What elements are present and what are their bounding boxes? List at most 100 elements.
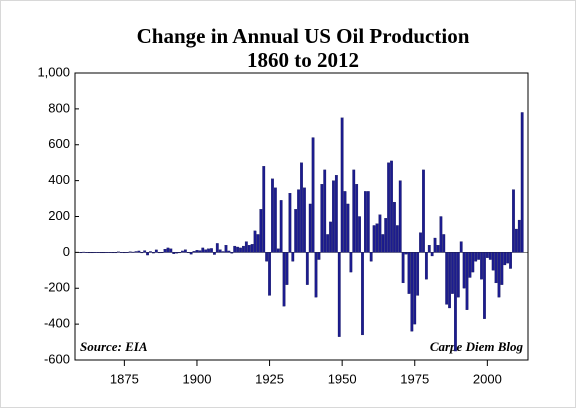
bar	[244, 241, 248, 253]
bar	[195, 250, 199, 253]
bar	[454, 252, 457, 352]
bar	[352, 169, 356, 253]
bar	[329, 221, 332, 253]
bar	[276, 248, 280, 253]
bar	[152, 252, 155, 254]
bar	[233, 245, 237, 253]
bar	[256, 234, 260, 253]
bar	[291, 252, 295, 262]
x-tick-label: 1900	[183, 371, 212, 386]
bar	[186, 252, 190, 254]
bar	[416, 252, 420, 296]
bar	[419, 232, 422, 253]
bar	[410, 252, 414, 332]
bar	[288, 193, 292, 253]
bar	[183, 249, 187, 253]
bar	[413, 252, 417, 325]
bar	[364, 191, 367, 253]
bar	[485, 252, 489, 258]
bar	[93, 252, 97, 253]
bar	[120, 252, 123, 253]
bar	[201, 247, 205, 253]
bar	[488, 252, 492, 260]
source-note: Source: EIA	[80, 339, 148, 354]
bar	[163, 248, 167, 253]
bar	[337, 252, 341, 337]
bar	[442, 234, 446, 253]
bar	[102, 252, 106, 254]
bar	[474, 252, 478, 262]
bar	[143, 250, 147, 253]
bar	[215, 243, 219, 253]
bar	[154, 249, 158, 253]
bar	[378, 214, 382, 253]
bar	[311, 137, 315, 253]
bar	[125, 252, 129, 253]
bar	[497, 252, 501, 298]
bar	[477, 252, 481, 260]
bar	[268, 252, 271, 296]
x-tick-label: 1975	[400, 371, 429, 386]
bar	[393, 201, 396, 253]
bar	[314, 252, 318, 298]
bar	[227, 250, 231, 253]
bar	[82, 251, 86, 253]
bar	[259, 209, 263, 253]
y-tick-label: 600	[48, 136, 70, 151]
bar	[305, 252, 309, 285]
bar	[358, 216, 361, 253]
bar	[247, 245, 251, 253]
bar	[236, 246, 239, 253]
x-tick-label: 1950	[328, 371, 357, 386]
bar	[500, 252, 504, 285]
bar	[520, 112, 524, 253]
bar	[355, 184, 359, 253]
bar	[297, 189, 300, 253]
bar	[491, 252, 495, 271]
bar	[407, 252, 411, 294]
x-tick-label: 2000	[473, 371, 502, 386]
bar	[111, 252, 115, 254]
bar	[317, 252, 321, 260]
bar	[471, 252, 475, 273]
bar	[462, 252, 466, 289]
bar	[375, 223, 379, 253]
chart-title: Change in Annual US Oil Production	[137, 24, 470, 48]
bar	[149, 251, 152, 253]
bar	[204, 249, 208, 253]
bar	[404, 252, 408, 255]
bar	[427, 245, 431, 253]
y-tick-label: -200	[44, 280, 70, 295]
bar	[224, 245, 228, 253]
bar	[192, 251, 196, 253]
bar	[384, 218, 388, 253]
bar	[303, 187, 306, 253]
bar	[294, 209, 298, 253]
bar	[207, 248, 210, 253]
bar	[114, 252, 118, 254]
bar	[221, 251, 225, 253]
bar	[279, 200, 283, 253]
y-tick-label: 800	[48, 100, 70, 115]
bar	[459, 241, 463, 253]
bar	[146, 252, 149, 256]
bar	[381, 234, 385, 253]
y-tick-label: 1,000	[37, 64, 70, 79]
y-tick-label: 200	[48, 208, 70, 223]
bar	[96, 252, 100, 253]
bar	[323, 169, 327, 253]
bar	[271, 178, 274, 253]
bar	[210, 248, 213, 253]
bar	[349, 252, 353, 273]
credit-note: Carpe Diem Blog	[430, 339, 524, 354]
bar	[166, 247, 170, 253]
bar	[361, 252, 364, 336]
bar	[494, 252, 498, 284]
bar	[430, 252, 434, 257]
x-tick-label: 1875	[110, 371, 139, 386]
bar	[230, 252, 234, 254]
bar	[506, 252, 510, 264]
bar	[178, 252, 181, 254]
bar	[512, 189, 515, 253]
